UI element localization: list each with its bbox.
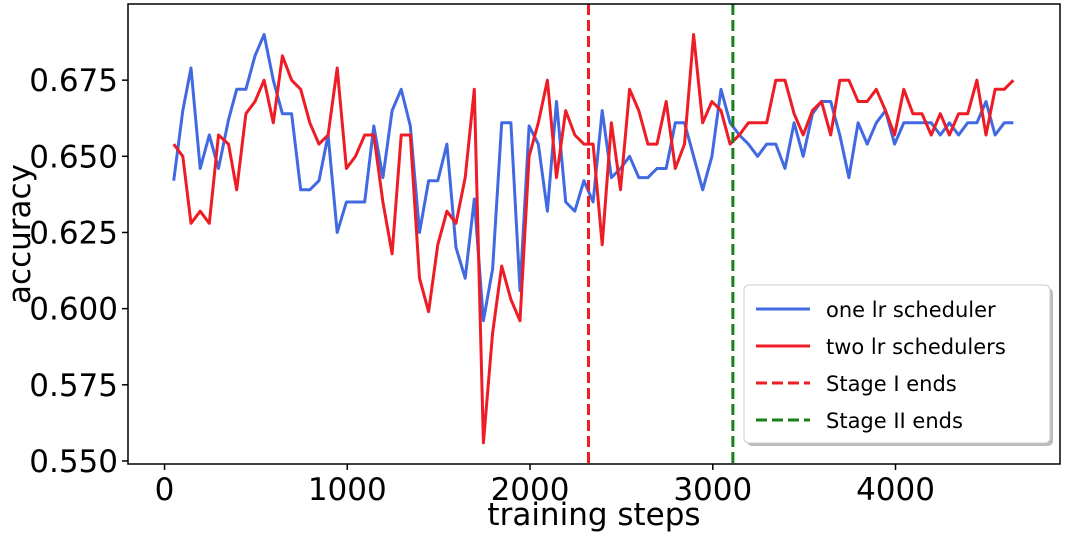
plot-marks	[172, 4, 1015, 464]
x-tick-label: 2000	[491, 472, 570, 508]
x-tick-label: 3000	[673, 472, 752, 508]
legend: one lr scheduler two lr schedulers Stage I…	[743, 284, 1053, 446]
y-tick-label: 0.675	[29, 63, 118, 99]
legend-label: one lr scheduler	[826, 298, 996, 322]
x-axis-label: training steps	[487, 497, 700, 533]
legend-label: Stage II ends	[826, 409, 963, 433]
y-tick-label: 0.650	[29, 139, 118, 175]
legend-label: Stage I ends	[826, 372, 957, 396]
y-tick-label: 0.575	[29, 368, 118, 404]
y-tick-label: 0.625	[29, 215, 118, 251]
series-line-1	[172, 33, 1014, 323]
y-axis-label: accuracy	[2, 164, 38, 304]
y-tick-label: 0.550	[29, 444, 118, 480]
legend-label: two lr schedulers	[826, 335, 1006, 359]
x-tick-label: 1000	[308, 472, 387, 508]
x-tick-label: 0	[155, 472, 175, 508]
x-tick-label: 4000	[856, 472, 935, 508]
series-line-2	[172, 33, 1015, 445]
plot-frame	[127, 3, 1061, 465]
axis-ticks: 0 1000 2000 3000 4000 0.550 0.575 0.600 0.625 0.6…	[29, 63, 935, 508]
y-tick-label: 0.600	[29, 292, 118, 328]
legend-box	[743, 284, 1051, 444]
